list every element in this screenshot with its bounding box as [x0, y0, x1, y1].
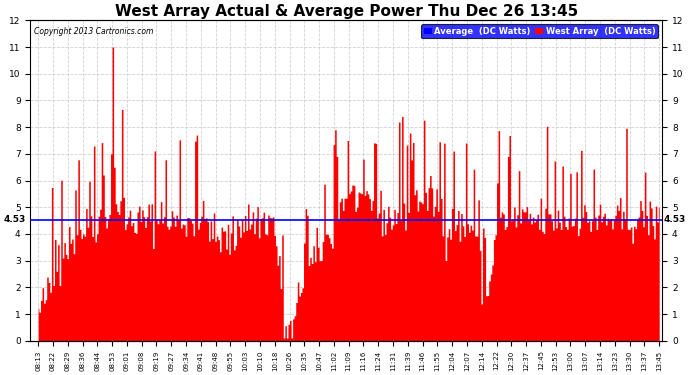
Text: 4.53: 4.53	[664, 215, 686, 224]
Legend: Average  (DC Watts), West Array  (DC Watts): Average (DC Watts), West Array (DC Watts…	[421, 24, 658, 39]
Text: 4.53: 4.53	[3, 215, 26, 224]
Text: Copyright 2013 Cartronics.com: Copyright 2013 Cartronics.com	[34, 27, 153, 36]
Title: West Array Actual & Average Power Thu Dec 26 13:45: West Array Actual & Average Power Thu De…	[115, 4, 578, 19]
